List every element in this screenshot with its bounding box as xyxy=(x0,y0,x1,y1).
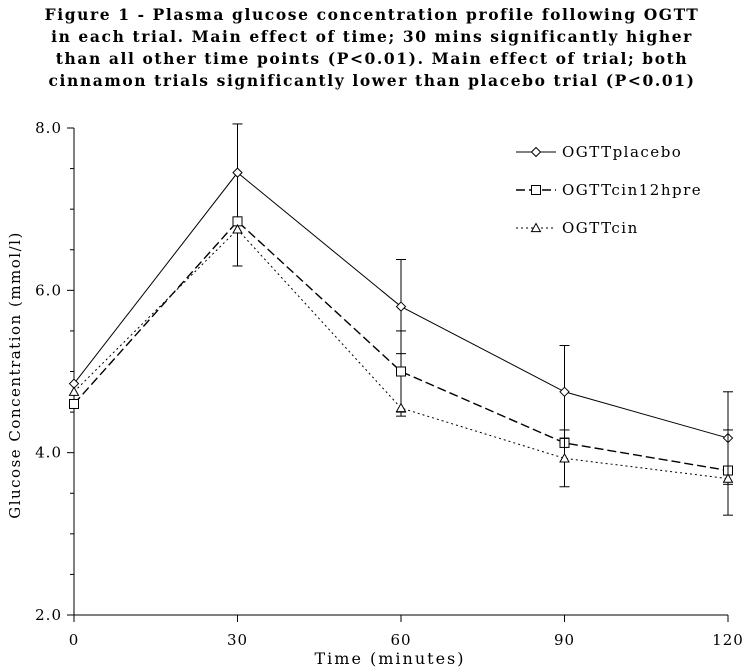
legend-marker xyxy=(530,222,542,233)
legend-label: OGTTcin12hpre xyxy=(562,181,702,199)
chart-title-line: cinnamon trials significantly lower than… xyxy=(48,71,696,90)
y-tick-label: 4.0 xyxy=(35,444,62,462)
x-axis-label: Time (minutes) xyxy=(314,649,465,668)
plot-area xyxy=(68,123,734,516)
legend-label: OGTTplacebo xyxy=(562,143,682,161)
axes: 2.0 4.0 6.0 8.0 0 30 60 90 120 xyxy=(35,119,744,649)
series-OGTTcin12hpre xyxy=(69,216,733,476)
legend-entry: OGTTcin xyxy=(516,219,639,237)
legend: OGTTplacebo OGTTcin12hpre OGTTcin xyxy=(516,143,702,237)
data-point xyxy=(68,386,80,396)
data-point xyxy=(232,223,243,234)
x-tick-label: 90 xyxy=(554,631,575,649)
data-point xyxy=(559,386,570,397)
x-tick-label: 0 xyxy=(69,631,80,649)
legend-marker xyxy=(531,185,541,195)
series-OGTTplacebo xyxy=(68,123,734,485)
chart-title-line: than all other time points (P<0.01). Mai… xyxy=(55,49,689,68)
x-tick-label: 30 xyxy=(227,631,248,649)
chart-title-line: Figure 1 - Plasma glucose concentration … xyxy=(44,5,700,24)
data-point xyxy=(395,402,407,413)
y-axis-label: Glucose Concentration (mmol/l) xyxy=(6,231,24,519)
y-tick-label: 6.0 xyxy=(35,281,62,299)
data-point xyxy=(396,366,406,377)
legend-label: OGTTcin xyxy=(562,219,639,237)
legend-marker xyxy=(530,146,542,158)
y-tick-label: 8.0 xyxy=(35,119,62,137)
chart-title-line: in each trial. Main effect of time; 30 m… xyxy=(51,27,693,46)
legend-entry: OGTTcin12hpre xyxy=(516,181,702,199)
data-point xyxy=(69,398,79,409)
data-point xyxy=(559,452,570,463)
data-point xyxy=(395,301,407,312)
series-OGTTcin xyxy=(68,223,734,516)
chart-title: Figure 1 - Plasma glucose concentration … xyxy=(0,4,744,92)
legend-entry: OGTTplacebo xyxy=(516,143,682,161)
x-tick-label: 120 xyxy=(712,631,744,649)
y-tick-label: 2.0 xyxy=(35,606,62,624)
x-tick-label: 60 xyxy=(390,631,411,649)
data-point xyxy=(232,167,243,178)
series-line xyxy=(73,220,729,472)
data-point xyxy=(722,473,734,483)
